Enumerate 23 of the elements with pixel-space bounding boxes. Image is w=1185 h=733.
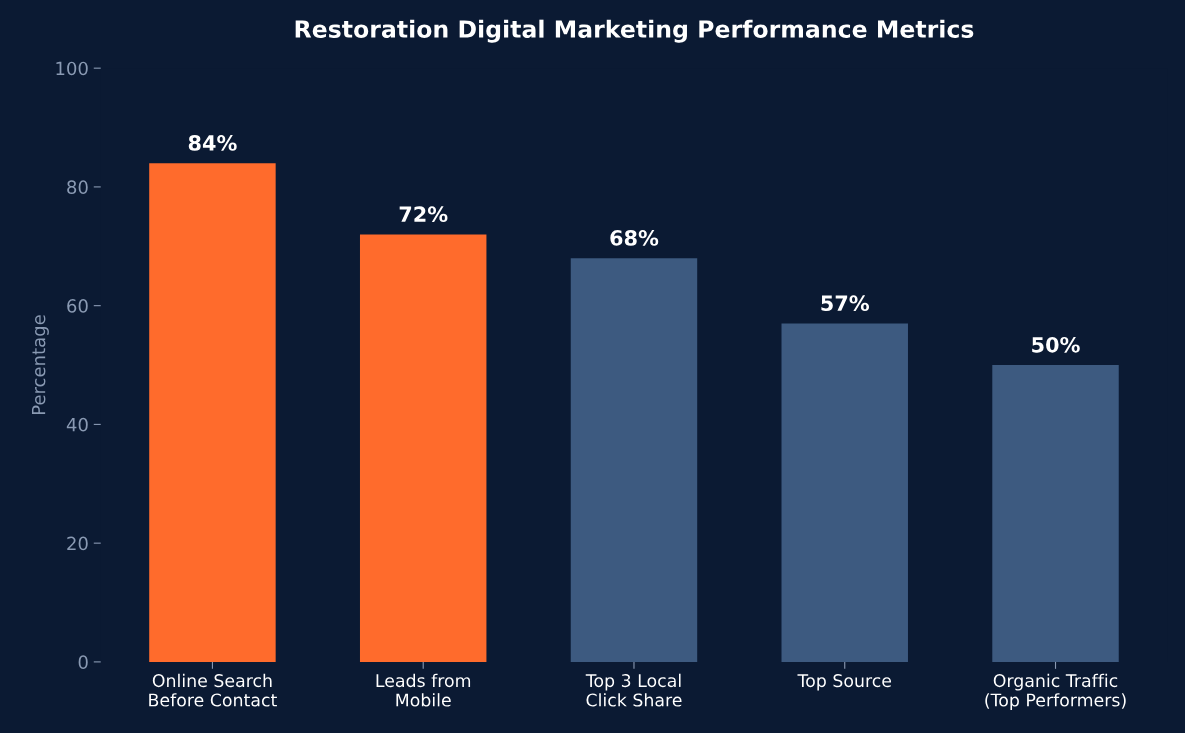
x-tick-label: Leads from Mobile <box>376 673 471 707</box>
y-tick-label: 100 <box>56 61 88 76</box>
x-tick-label: Top 3 Local Click Share <box>585 673 682 707</box>
data-label: 84% <box>188 135 237 151</box>
y-tick-label: 80 <box>67 180 88 195</box>
bar <box>992 365 1119 662</box>
data-label: 68% <box>610 230 659 246</box>
y-tick-label: 0 <box>78 655 88 670</box>
y-tick-label: 20 <box>67 536 88 551</box>
x-tick-label: Top Source <box>797 674 892 691</box>
x-tick-label: Online Search Before Contact <box>149 673 277 707</box>
y-tick-label: 40 <box>66 417 88 432</box>
y-axis-title: Percentage <box>31 315 49 415</box>
data-label: 72% <box>399 206 448 223</box>
data-label: 50% <box>1032 336 1080 353</box>
x-tick-label: Organic Traffic (Top Performers) <box>985 673 1126 710</box>
data-label: 57% <box>821 295 870 312</box>
bar <box>781 323 908 662</box>
bar <box>359 234 487 662</box>
chart-title: Restoration Digital Marketing Performance Metrics <box>295 19 974 43</box>
y-tick-label: 60 <box>67 299 88 313</box>
bar <box>570 258 698 662</box>
bar <box>149 163 276 662</box>
